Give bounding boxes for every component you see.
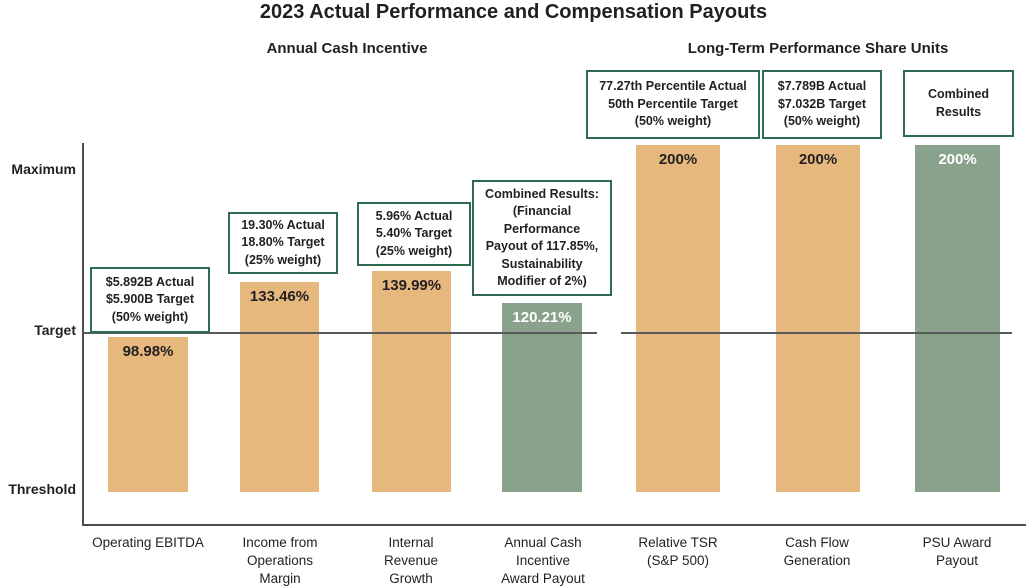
- bar-value-label: 200%: [938, 151, 977, 168]
- x-label-relative-tsr: Relative TSR (S&P 500): [638, 535, 718, 568]
- bar-operating-ebitda: 98.98%: [108, 337, 188, 492]
- bar-value-label: 139.99%: [381, 277, 442, 294]
- x-axis-line: [82, 524, 1026, 526]
- x-label-internal-revenue-growth: Internal Revenue Growth: [383, 535, 439, 586]
- bar-value-label: 133.46%: [249, 288, 310, 305]
- bar-annual-cash-incentive-award-payout: 120.21%: [502, 303, 582, 492]
- x-label-operating-ebitda: Operating EBITDA: [92, 535, 204, 550]
- bar-value-label: 98.98%: [122, 343, 174, 360]
- annotation-income-from-operations-margin: 19.30% Actual 18.80% Target (25% weight): [228, 212, 338, 274]
- annotation-psu-award-payout: Combined Results: [903, 70, 1014, 137]
- annotation-operating-ebitda: $5.892B Actual $5.900B Target (50% weigh…: [90, 267, 210, 333]
- y-axis-label-maximum: Maximum: [11, 161, 76, 177]
- x-label-annual-cash-incentive-award-payout: Annual Cash Incentive Award Payout: [501, 535, 585, 586]
- y-axis-label-target: Target: [34, 322, 76, 338]
- x-label-cash-flow-generation: Cash Flow Generation: [783, 535, 851, 568]
- bar-value-label: 200%: [658, 151, 698, 168]
- bar-value-label: 200%: [798, 151, 838, 168]
- target-gridline-right-segment: [621, 332, 1012, 334]
- bar-psu-award-payout: 200%: [915, 145, 1000, 492]
- bar-internal-revenue-growth: 139.99%: [372, 271, 451, 492]
- target-gridline-left-segment: [82, 332, 597, 334]
- bar-income-from-operations-margin: 133.46%: [240, 282, 319, 492]
- annotation-internal-revenue-growth: 5.96% Actual 5.40% Target (25% weight): [357, 202, 471, 266]
- x-label-psu-award-payout: PSU Award Payout: [922, 535, 992, 568]
- section-header-annual-cash-incentive: Annual Cash Incentive: [266, 40, 428, 57]
- y-axis-line: [82, 143, 84, 525]
- x-label-income-from-operations-margin: Income from Operations Margin: [242, 535, 318, 586]
- chart-title: 2023 Actual Performance and Compensation…: [259, 1, 768, 23]
- bar-relative-tsr: 200%: [636, 145, 720, 492]
- bar-cash-flow-generation: 200%: [776, 145, 860, 492]
- bar-value-label: 120.21%: [512, 309, 572, 326]
- section-header-long-term-psu: Long-Term Performance Share Units: [687, 40, 949, 57]
- annotation-relative-tsr: 77.27th Percentile Actual 50th Percentil…: [586, 70, 760, 139]
- annotation-annual-cash-incentive-award-payout: Combined Results: (Financial Performance…: [472, 180, 612, 296]
- y-axis-label-threshold: Threshold: [8, 481, 76, 497]
- annotation-cash-flow-generation: $7.789B Actual $7.032B Target (50% weigh…: [762, 70, 882, 139]
